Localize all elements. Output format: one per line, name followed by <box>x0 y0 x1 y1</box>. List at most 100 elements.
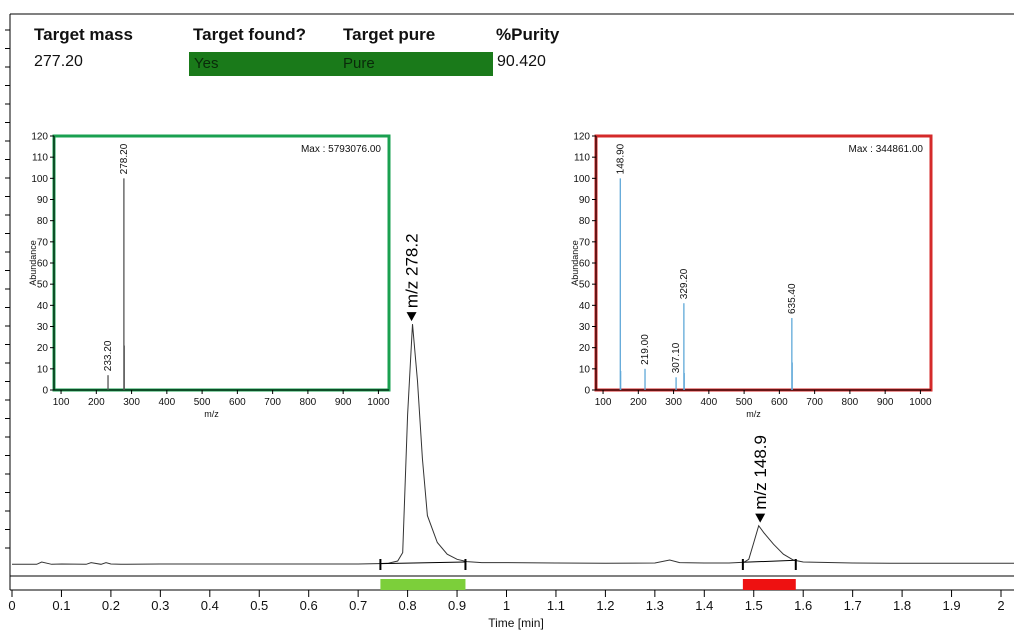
x-tick-label: 0.1 <box>52 598 70 613</box>
target-spectrum-peak-label: 278.20 <box>119 143 130 174</box>
x-tick-label: 1 <box>503 598 510 613</box>
peak-segment-bar <box>742 579 796 590</box>
x-tick-label: 0.2 <box>102 598 120 613</box>
impurity-spectrum-x-tick-label: 200 <box>630 397 647 408</box>
impurity-spectrum-x-tick-label: 500 <box>736 397 753 408</box>
impurity-spectrum-y-tick-label: 50 <box>579 280 591 291</box>
x-tick-label: 0.9 <box>448 598 466 613</box>
target-mass-value: 277.20 <box>34 53 83 70</box>
target-spectrum-y-tick-label: 30 <box>37 322 49 333</box>
x-tick-label: 1.9 <box>943 598 961 613</box>
chromatogram-trace <box>12 324 1014 565</box>
x-tick-label: 1.7 <box>844 598 862 613</box>
target-spectrum-x-tick-label: 700 <box>264 397 281 408</box>
target-spectrum-x-tick-label: 300 <box>123 397 140 408</box>
target-spectrum-y-tick-label: 0 <box>42 386 48 397</box>
x-tick-label: 1.4 <box>695 598 713 613</box>
x-tick-label: 1.8 <box>893 598 911 613</box>
impurity-spectrum-x-tick-label: 600 <box>771 397 788 408</box>
x-tick-label: 0.4 <box>201 598 219 613</box>
impurity-spectrum-x-tick-label: 700 <box>806 397 823 408</box>
peak-arrow-icon <box>755 513 766 523</box>
peak-annotation: m/z 148.9 <box>751 435 770 510</box>
impurity-spectrum-x-tick-label: 100 <box>595 397 612 408</box>
target-status-bar <box>189 52 493 76</box>
target-found-label: Target found? <box>193 25 306 44</box>
impurity-spectrum-x-tick-label: 300 <box>665 397 682 408</box>
x-tick-label: 0 <box>8 598 15 613</box>
target-spectrum-peak-label: 233.20 <box>103 340 114 371</box>
impurity-spectrum-max-label: Max : 344861.00 <box>849 144 924 155</box>
x-tick-label: 0.6 <box>300 598 318 613</box>
x-tick-label: 0.3 <box>151 598 169 613</box>
impurity-spectrum-y-tick-label: 0 <box>584 386 590 397</box>
target-spectrum-x-tick-label: 1000 <box>367 397 390 408</box>
target-spectrum-y-tick-label: 60 <box>37 259 49 270</box>
target-spectrum-y-tick-label: 20 <box>37 343 49 354</box>
target-spectrum-x-tick-label: 900 <box>335 397 352 408</box>
impurity-spectrum-y-tick-label: 70 <box>579 237 591 248</box>
target-spectrum-y-tick-label: 80 <box>37 216 49 227</box>
impurity-spectrum-y-tick-label: 120 <box>573 132 590 143</box>
target-spectrum-y-tick-label: 10 <box>37 364 49 375</box>
impurity-spectrum-y-tick-label: 80 <box>579 216 591 227</box>
x-axis-label: Time [min] <box>488 616 544 630</box>
target-found-value: Yes <box>194 55 219 72</box>
target-spectrum-y-tick-label: 110 <box>32 153 48 164</box>
target-spectrum-x-tick-label: 100 <box>53 397 70 408</box>
impurity-spectrum-x-tick-label: 400 <box>700 397 717 408</box>
target-spectrum-x-tick-label: 200 <box>88 397 105 408</box>
impurity-spectrum-peak-label: 148.90 <box>615 143 626 174</box>
impurity-spectrum-x-tick-label: 900 <box>877 397 894 408</box>
impurity-spectrum-peak-label: 307.10 <box>671 342 682 373</box>
target-spectrum-y-axis-label: Abundance <box>28 240 38 286</box>
target-pure-label: Target pure <box>343 25 436 44</box>
impurity-spectrum-peak-label: 635.40 <box>787 283 798 314</box>
peak-arrow-icon <box>406 312 417 322</box>
target-spectrum-y-tick-label: 90 <box>37 195 49 206</box>
target-spectrum-x-tick-label: 600 <box>229 397 246 408</box>
x-tick-label: 0.7 <box>349 598 367 613</box>
impurity-spectrum-x-tick-label: 800 <box>842 397 859 408</box>
impurity-spectrum-y-axis-label: Abundance <box>570 240 580 286</box>
impurity-spectrum-y-tick-label: 40 <box>579 301 591 312</box>
impurity-spectrum-x-tick-label: 1000 <box>909 397 932 408</box>
x-tick-label: 0.5 <box>250 598 268 613</box>
impurity-spectrum-peak-label: 329.20 <box>679 268 690 299</box>
x-tick-label: 0.8 <box>399 598 417 613</box>
target-spectrum-max-label: Max : 5793076.00 <box>301 144 381 155</box>
impurity-spectrum-y-tick-label: 110 <box>574 153 590 164</box>
target-spectrum-y-tick-label: 50 <box>37 280 49 291</box>
target-spectrum-y-tick-label: 40 <box>37 301 49 312</box>
target-spectrum-y-tick-label: 70 <box>37 237 49 248</box>
x-tick-label: 1.6 <box>794 598 812 613</box>
peak-baseline <box>742 559 796 563</box>
peak-baseline <box>380 561 466 565</box>
purity-label: %Purity <box>496 25 560 44</box>
target-spectrum-frame <box>52 134 391 392</box>
peak-segment-bar <box>380 579 466 590</box>
target-spectrum-x-tick-label: 800 <box>300 397 317 408</box>
impurity-spectrum-x-axis-label: m/z <box>746 409 761 419</box>
impurity-spectrum-y-tick-label: 10 <box>579 364 591 375</box>
impurity-spectrum-peak-label: 219.00 <box>640 334 651 365</box>
impurity-spectrum-y-tick-label: 100 <box>573 174 590 185</box>
x-tick-label: 1.2 <box>596 598 614 613</box>
x-tick-label: 2 <box>997 598 1004 613</box>
impurity-spectrum-y-tick-label: 30 <box>579 322 591 333</box>
impurity-spectrum-y-tick-label: 20 <box>579 343 591 354</box>
x-tick-label: 1.1 <box>547 598 565 613</box>
target-pure-value: Pure <box>343 55 375 72</box>
target-spectrum-y-tick-label: 100 <box>31 174 48 185</box>
x-tick-label: 1.3 <box>646 598 664 613</box>
target-spectrum-x-axis-label: m/z <box>204 409 219 419</box>
impurity-spectrum-y-tick-label: 90 <box>579 195 591 206</box>
target-spectrum-y-tick-label: 120 <box>31 132 48 143</box>
x-tick-label: 1.5 <box>745 598 763 613</box>
target-mass-label: Target mass <box>34 25 133 44</box>
peak-annotation: m/z 278.2 <box>403 233 422 308</box>
target-spectrum-x-tick-label: 500 <box>194 397 211 408</box>
target-spectrum-x-tick-label: 400 <box>158 397 175 408</box>
